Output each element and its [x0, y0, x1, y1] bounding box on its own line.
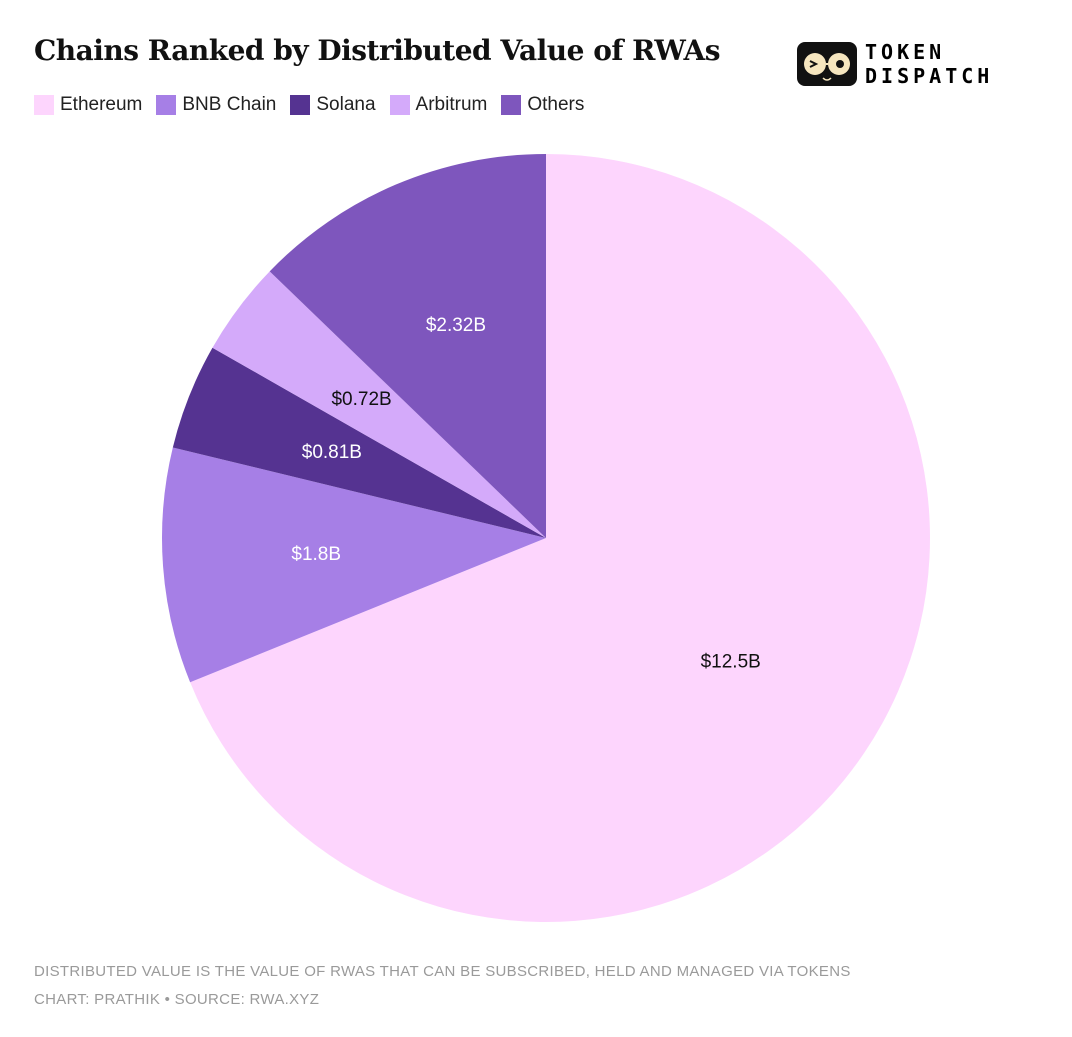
footer-credit: CHART: PRATHIK • SOURCE: RWA.XYZ — [34, 991, 320, 1008]
pie-slice-ethereum — [190, 154, 930, 922]
legend-label: Solana — [316, 94, 376, 115]
pie-slice-arbitrum — [212, 271, 546, 538]
legend-swatch — [501, 95, 522, 115]
legend-label: BNB Chain — [182, 94, 277, 115]
legend: Ethereum BNB Chain Solana Arbitrum Other… — [34, 94, 584, 116]
legend-item-solana: Solana — [290, 94, 376, 116]
data-label: $12.5B — [701, 651, 761, 672]
legend-label: Ethereum — [60, 94, 143, 115]
token-dispatch-logo: TOKEN DISPATCH — [797, 40, 993, 88]
legend-swatch — [34, 95, 54, 115]
chart-title: Chains Ranked by Distributed Value of RW… — [34, 34, 720, 67]
legend-item-ethereum: Ethereum — [34, 94, 142, 116]
footer-note: DISTRIBUTED VALUE IS THE VALUE OF RWAS T… — [34, 963, 851, 980]
legend-swatch — [290, 95, 311, 115]
logo-text: TOKEN DISPATCH — [865, 40, 993, 88]
pie-slice-solana — [172, 347, 547, 538]
logo-line2: DISPATCH — [865, 64, 994, 88]
logo-line1: TOKEN — [865, 40, 946, 64]
legend-label: Others — [527, 94, 585, 115]
legend-swatch — [156, 95, 177, 115]
legend-label: Arbitrum — [415, 94, 488, 115]
logo-face-icon — [797, 42, 857, 86]
legend-item-arbitrum: Arbitrum — [389, 94, 488, 116]
data-label: $2.32B — [426, 315, 486, 336]
data-label: $0.81B — [302, 442, 362, 463]
data-label: $1.8B — [291, 544, 341, 565]
pie-slice-others — [269, 154, 546, 538]
legend-item-bnb-chain: BNB Chain — [156, 94, 276, 116]
data-label: $0.72B — [331, 389, 391, 410]
legend-item-others: Others — [501, 94, 584, 116]
legend-swatch — [389, 95, 410, 115]
pie-slice-bnb-chain — [161, 447, 546, 683]
footer: DISTRIBUTED VALUE IS THE VALUE OF RWAS T… — [34, 958, 851, 1014]
